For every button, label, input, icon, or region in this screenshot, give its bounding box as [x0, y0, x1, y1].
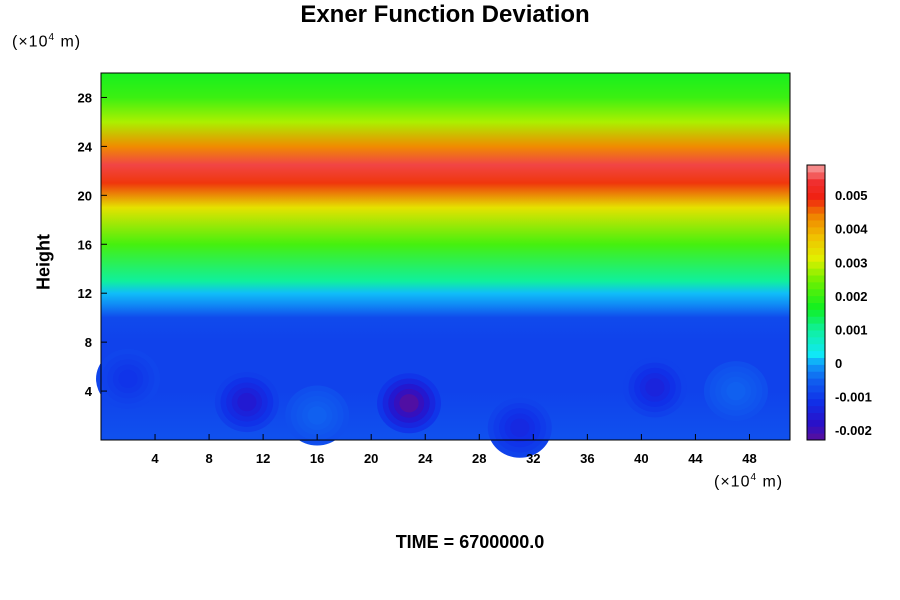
colorbar-band: [807, 281, 825, 290]
colorbar-frame: [806, 164, 826, 441]
colorbar-band: [807, 336, 825, 345]
colorbar-band: [807, 233, 825, 242]
x-tick-label: 40: [634, 451, 648, 466]
feature-contour-2-4: [645, 378, 665, 397]
x-tick-label: 36: [580, 451, 594, 466]
time-label: TIME = 6700000.0: [395, 532, 545, 552]
colorbar-band: [807, 226, 825, 235]
y-axis-unit: (×104 m): [12, 32, 82, 51]
colorbar-band: [807, 185, 825, 193]
feature-layer: [96, 348, 768, 458]
colorbar-tick-label: 0.005: [835, 188, 868, 203]
colorbar-tick-label: 0: [835, 356, 842, 371]
colorbar-tick-label: 0.001: [835, 322, 868, 337]
colorbar-band: [807, 275, 825, 283]
colorbar-band: [807, 213, 825, 221]
colorbar-band: [807, 171, 825, 180]
feature-contour-4-4: [307, 406, 327, 425]
x-axis-unit: (×104 m): [714, 472, 784, 491]
y-tick-label: 28: [78, 90, 92, 105]
colorbar-band: [807, 371, 825, 379]
x-tick-label: 28: [472, 451, 486, 466]
colorbar-band: [807, 391, 825, 400]
colorbar-band: [807, 378, 825, 386]
y-axis-ticks: 4 8 12 16 20 24 28: [78, 90, 107, 399]
colorbar-tick-label: 0.003: [835, 255, 868, 270]
colorbar-band: [807, 433, 825, 441]
colorbar-band: [807, 398, 825, 407]
y-tick-label: 4: [85, 384, 93, 399]
colorbar-band: [807, 302, 825, 310]
x-tick-label: 4: [151, 451, 159, 466]
colorbar-band: [807, 165, 825, 173]
colorbar-band: [807, 178, 825, 187]
x-tick-label: 20: [364, 451, 378, 466]
colorbar-tick-label: -0.002: [835, 423, 872, 438]
feature-contour-3-4: [118, 369, 138, 389]
colorbar-band: [807, 199, 825, 207]
x-tick-label: 8: [205, 451, 212, 466]
colorbar-band: [807, 261, 825, 269]
colorbar-band: [807, 412, 825, 420]
colorbar-band: [807, 268, 825, 276]
colorbar-band: [807, 364, 825, 372]
colorbar-band: [807, 288, 825, 297]
y-tick-label: 8: [85, 335, 92, 350]
colorbar-band: [807, 330, 825, 338]
colorbar-band: [807, 350, 825, 358]
colorbar-band: [807, 426, 825, 434]
colorbar-band: [807, 192, 825, 200]
x-tick-label: 24: [418, 451, 433, 466]
feature-contour-1-4: [399, 394, 419, 413]
colorbar-band: [807, 295, 825, 303]
colorbar-band: [807, 316, 825, 324]
feature-contour-6-4: [510, 418, 530, 437]
feature-contour-5-4: [726, 381, 746, 401]
x-tick-label: 32: [526, 451, 540, 466]
colorbar-band: [807, 240, 825, 248]
colorbar-band: [807, 419, 825, 427]
plot-frame: [100, 72, 791, 441]
colorbar-tick-label: 0.004: [835, 222, 868, 237]
y-tick-label: 20: [78, 188, 92, 203]
colorbar-band: [807, 385, 825, 393]
colorbar-band: [807, 206, 825, 214]
colorbar-band: [807, 343, 825, 352]
x-tick-label: 44: [688, 451, 703, 466]
colorbar-band: [807, 309, 825, 317]
x-tick-label: 16: [310, 451, 324, 466]
x-tick-label: 48: [742, 451, 756, 466]
colorbar-band: [807, 405, 825, 413]
y-tick-label: 24: [78, 139, 93, 154]
colorbar-band: [807, 247, 825, 255]
colorbar-tick-label: -0.001: [835, 389, 872, 404]
colorbar-band: [807, 254, 825, 262]
colorbar-tick-label: 0.002: [835, 289, 868, 304]
x-tick-label: 12: [256, 451, 270, 466]
y-tick-label: 16: [78, 237, 92, 252]
colorbar-band: [807, 323, 825, 331]
colorbar-band: [807, 220, 825, 228]
colorbar-band: [807, 357, 825, 365]
y-tick-label: 12: [78, 286, 92, 301]
feature-contour-0-4: [237, 392, 257, 412]
x-axis-ticks: 4 8 12 16 20 24 28 32 36 40 44 48: [151, 434, 757, 466]
chart-title: Exner Function Deviation: [300, 1, 590, 28]
colorbar: -0.002 -0.001 0 0.001 0.002 0.003 0.004 0.005: [806, 164, 872, 441]
